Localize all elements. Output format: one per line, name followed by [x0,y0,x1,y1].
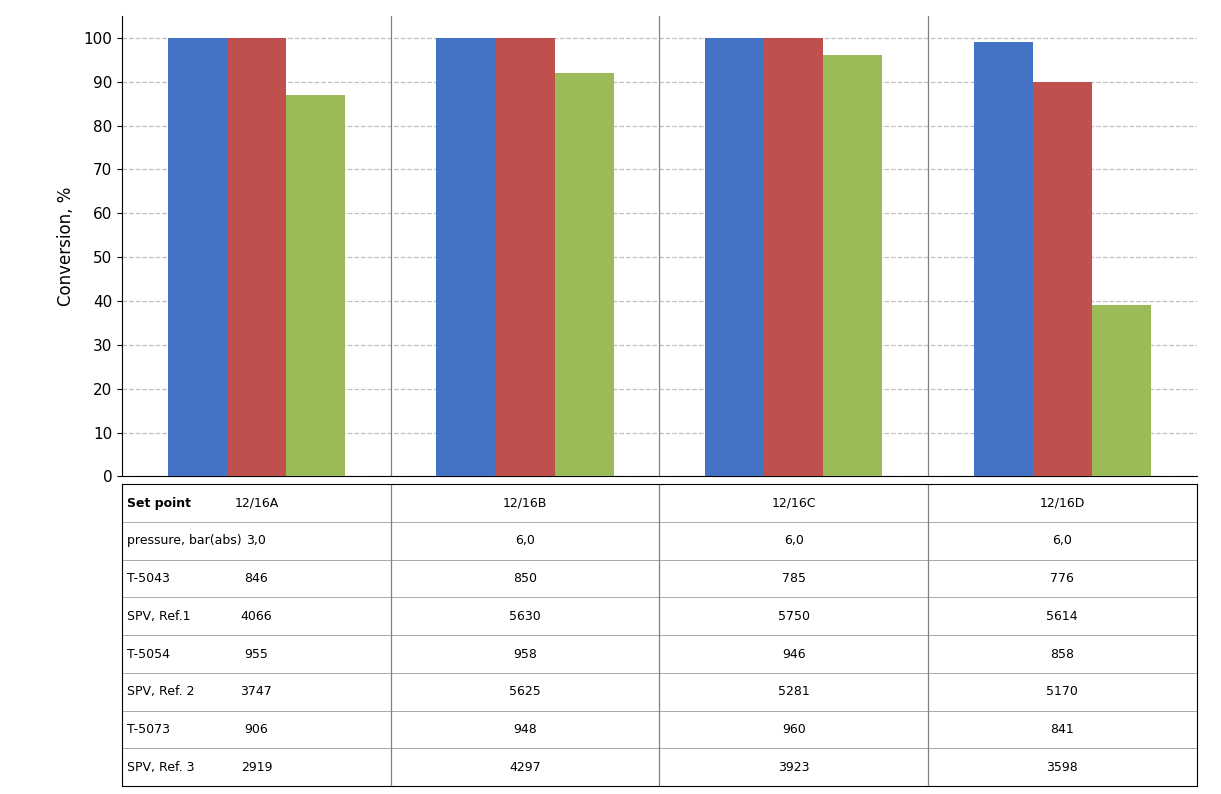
Bar [227,38,286,476]
Text: 948: 948 [513,723,537,736]
Text: 6,0: 6,0 [1053,534,1072,547]
Text: 776: 776 [1050,572,1074,585]
Text: 3,0: 3,0 [247,534,266,547]
Text: T-5054: T-5054 [127,648,171,661]
Text: 6,0: 6,0 [784,534,803,547]
Text: 6,0: 6,0 [515,534,535,547]
Bar [973,42,1033,476]
Text: 5170: 5170 [1046,685,1078,698]
Bar [1092,306,1151,476]
Text: pressure, bar(abs): pressure, bar(abs) [127,534,242,547]
Text: 906: 906 [244,723,269,736]
Text: Set point: Set point [127,497,192,510]
Bar [286,94,346,476]
Text: 5625: 5625 [509,685,541,698]
Bar [496,38,554,476]
Bar [167,38,227,476]
Bar [823,56,883,476]
Text: 785: 785 [781,572,806,585]
Text: T-5043: T-5043 [127,572,171,585]
Text: 2919: 2919 [241,761,272,773]
Text: 958: 958 [513,648,537,661]
Text: 5281: 5281 [778,685,810,698]
Text: 12/16C: 12/16C [772,497,816,510]
Text: SPV, Ref. 3: SPV, Ref. 3 [127,761,195,773]
Text: 4066: 4066 [241,610,272,622]
Text: 5750: 5750 [778,610,810,622]
Bar [705,38,764,476]
Text: 955: 955 [244,648,269,661]
Text: 5630: 5630 [509,610,541,622]
Bar [764,38,823,476]
Text: 960: 960 [781,723,806,736]
Bar [554,73,614,476]
Text: SPV, Ref. 2: SPV, Ref. 2 [127,685,195,698]
Text: 3923: 3923 [778,761,810,773]
Text: 946: 946 [781,648,806,661]
Text: 12/16B: 12/16B [503,497,547,510]
Bar [1033,82,1092,476]
Text: 850: 850 [513,572,537,585]
Text: 841: 841 [1050,723,1074,736]
Text: 12/16A: 12/16A [234,497,278,510]
Text: 3598: 3598 [1046,761,1078,773]
Text: T-5073: T-5073 [127,723,171,736]
Text: 3747: 3747 [241,685,272,698]
Text: 5614: 5614 [1046,610,1078,622]
Text: 858: 858 [1050,648,1074,661]
Bar [436,38,496,476]
Text: SPV, Ref.1: SPV, Ref.1 [127,610,190,622]
Text: 12/16D: 12/16D [1039,497,1085,510]
Text: 846: 846 [244,572,269,585]
Text: 4297: 4297 [509,761,541,773]
Y-axis label: Conversion, %: Conversion, % [57,187,76,306]
